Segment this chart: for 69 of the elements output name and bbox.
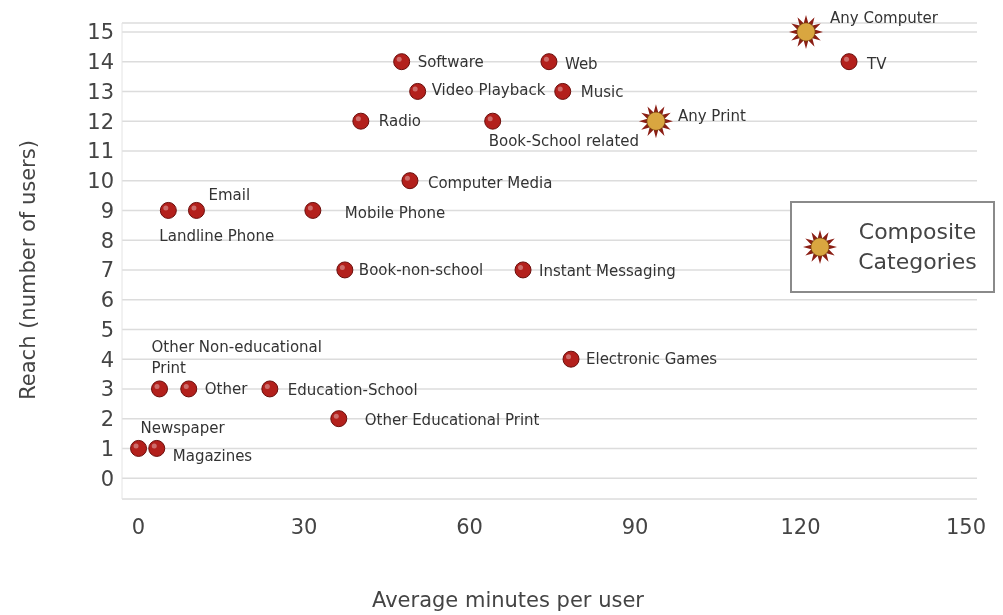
point	[562, 350, 580, 368]
annotation: Software	[417, 52, 484, 71]
annotation: Landline Phone	[159, 227, 275, 246]
y-tick-label: 2	[100, 407, 114, 432]
annotation: Instant Messaging	[539, 261, 676, 280]
annotation: Mobile Phone	[344, 204, 446, 223]
y-tick-label: 3	[100, 377, 114, 402]
annotation: Newspaper	[140, 419, 226, 438]
annotation: Computer Media	[427, 173, 553, 192]
x-tick-label: 60	[456, 514, 483, 539]
y-tick-label: 7	[100, 258, 114, 283]
point	[352, 112, 370, 130]
legend-label: Composite Categories	[857, 218, 978, 276]
annotation: Magazines	[172, 447, 253, 466]
annotation: Music	[580, 83, 624, 102]
y-tick-label: 6	[100, 288, 114, 313]
point	[514, 261, 532, 279]
point	[840, 53, 858, 71]
y-axis-title: Reach (number of users)	[16, 140, 40, 400]
point	[130, 439, 148, 457]
annotation: Web	[564, 54, 598, 73]
point	[159, 201, 177, 219]
point	[409, 82, 427, 100]
annotation: Other Non-educational Print	[151, 337, 322, 377]
point	[484, 112, 502, 130]
y-tick-label: 8	[100, 228, 114, 253]
point	[330, 410, 348, 428]
x-tick-label: 30	[290, 514, 318, 539]
point	[540, 53, 558, 71]
y-tick-label: 11	[87, 139, 114, 164]
point	[393, 53, 411, 71]
y-tick-label: 0	[100, 466, 114, 491]
x-axis-title: Average minutes per user	[371, 588, 645, 612]
point	[148, 439, 166, 457]
y-tick-label: 5	[100, 317, 114, 342]
point	[789, 14, 823, 49]
point	[261, 380, 279, 398]
y-tick-label: 14	[87, 50, 114, 75]
annotation: Any Computer	[830, 8, 939, 27]
y-tick-label: 1	[100, 436, 114, 461]
y-tick-label: 12	[87, 109, 114, 134]
annotation: Book-School related	[488, 132, 640, 151]
y-tick-label: 4	[100, 347, 114, 372]
annotation: Email	[208, 186, 251, 205]
annotation: Education-School	[287, 380, 418, 399]
x-tick-label: 120	[780, 514, 821, 539]
y-tick-label: 9	[100, 198, 114, 223]
annotation: Other	[204, 379, 249, 398]
point	[638, 104, 673, 139]
point	[304, 201, 322, 219]
annotation: TV	[866, 54, 888, 73]
y-tick-label: 10	[87, 169, 114, 194]
point	[187, 201, 205, 219]
point	[336, 261, 354, 279]
annotation: Video Playback	[431, 81, 546, 100]
point	[401, 172, 419, 190]
point	[180, 380, 198, 398]
x-tick-label: 90	[621, 514, 649, 539]
x-tick-label: 150	[945, 514, 987, 539]
annotation: Book-non-school	[358, 260, 484, 279]
annotation: Electronic Games	[586, 350, 718, 369]
y-tick-label: 13	[87, 79, 114, 104]
annotation: Other Educational Print	[364, 410, 540, 429]
y-tick-label: 15	[87, 20, 114, 45]
annotation: Any Print	[677, 107, 746, 126]
x-tick-label: 0	[131, 514, 146, 539]
point	[554, 82, 572, 100]
annotation: Radio	[378, 112, 421, 131]
point	[151, 380, 169, 398]
